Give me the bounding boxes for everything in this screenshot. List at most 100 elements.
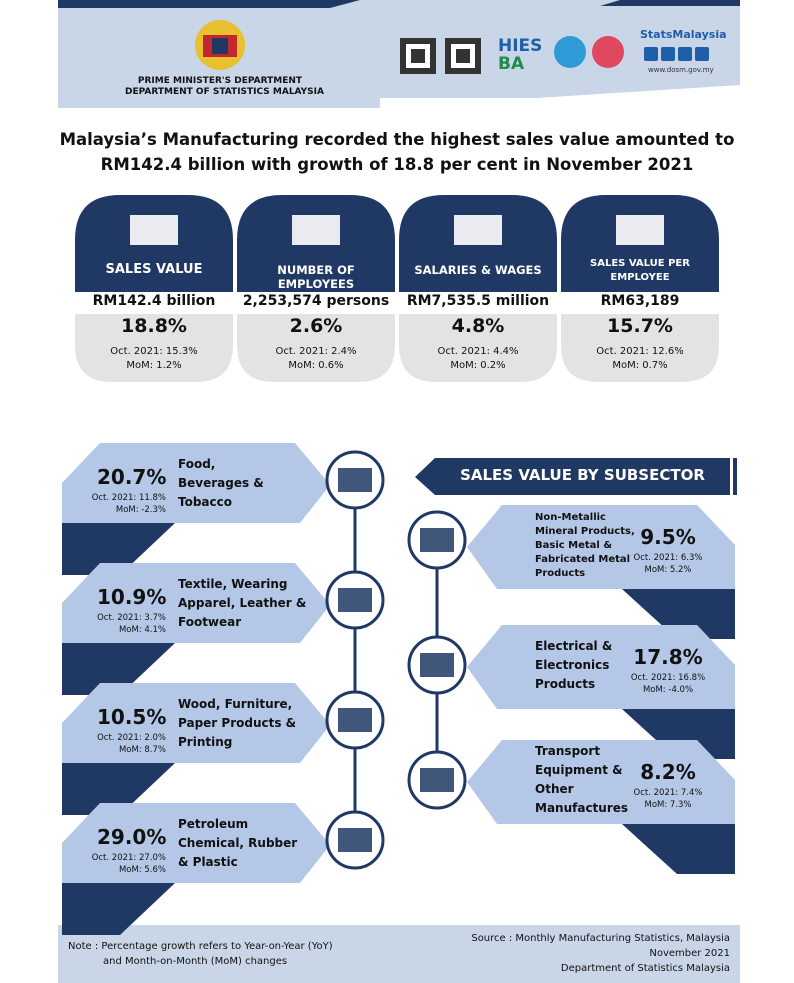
subsector-label: Paper Products & <box>178 716 297 730</box>
headline: Malaysia’s Manufacturing recorded the hi… <box>59 130 735 149</box>
card-icon <box>292 215 340 245</box>
section-title: SALES VALUE BY SUBSECTOR <box>460 466 705 484</box>
card-title: SALARIES & WAGES <box>414 263 542 277</box>
subsector-label: Basic Metal & <box>535 540 613 551</box>
chevron-shadow <box>62 523 175 575</box>
card-title: NUMBER OF EMPLOYEES <box>277 263 355 291</box>
subsector-label: Electronics <box>535 657 610 672</box>
chevron <box>62 443 330 523</box>
card-value: RM142.4 billion <box>92 293 216 309</box>
subsector-label: Transport <box>535 744 601 758</box>
icon-glyph <box>338 468 372 492</box>
subsector-label: Tobacco <box>178 495 232 509</box>
brand-name: StatsMalaysia <box>640 28 727 41</box>
card-growth: 15.7% <box>607 315 673 337</box>
subsector-label: Products <box>535 676 596 691</box>
subsector-growth: 9.5% <box>640 525 696 549</box>
subsector-label: Products <box>535 568 586 579</box>
subsector-oct: Oct. 2021: 7.4% <box>633 788 703 798</box>
card-mom: MoM: 0.2% <box>450 360 506 371</box>
value-band <box>561 292 719 314</box>
card-growth: 2.6% <box>289 315 343 337</box>
chevron-shadow <box>622 589 735 639</box>
card-mom: MoM: 1.2% <box>126 360 182 371</box>
card-growth: 18.8% <box>121 315 187 337</box>
value-band <box>399 292 557 314</box>
card-growth: 4.8% <box>451 315 505 337</box>
card-value: RM63,189 <box>600 293 680 309</box>
chevron-shadow <box>62 763 175 815</box>
subsector-label: Textile, Wearing <box>178 577 288 591</box>
department-name: PRIME MINISTER'S DEPARTMENT <box>137 76 303 86</box>
card-title: SALES VALUE <box>105 262 203 277</box>
source: November 2021 <box>649 948 730 959</box>
chevron <box>62 683 330 763</box>
subsector-oct: Oct. 2021: 16.8% <box>630 673 706 683</box>
chevron-shadow <box>622 709 735 759</box>
icon-glyph <box>420 528 454 552</box>
subsector-label: Mineral Products, <box>535 526 635 537</box>
card-title: SALES VALUE PER EMPLOYEE <box>590 258 690 283</box>
subsector-growth: 8.2% <box>640 760 696 784</box>
subsector-oct: Oct. 2021: 6.3% <box>633 553 703 563</box>
chevron <box>467 740 735 824</box>
card-icon <box>616 215 664 245</box>
source: Department of Statistics Malaysia <box>560 963 730 974</box>
subsector-growth: 20.7% <box>97 465 167 489</box>
subsector-growth: 10.5% <box>97 705 167 729</box>
footnote: Note : Percentage growth refers to Year-… <box>68 941 333 952</box>
card-mom: MoM: 0.6% <box>288 360 344 371</box>
subsector-label: Non-Metallic <box>535 512 606 523</box>
department-name: DEPARTMENT OF STATISTICS MALAYSIA <box>125 87 324 97</box>
icon-glyph <box>338 708 372 732</box>
footnote: and Month-on-Month (MoM) changes <box>103 956 288 967</box>
card-value: 2,253,574 persons <box>242 293 390 309</box>
card-oct: Oct. 2021: 4.4% <box>437 346 519 357</box>
subsector-label: Petroleum <box>178 817 249 831</box>
subsector-mom: MoM: 8.7% <box>118 745 166 755</box>
chevron <box>62 563 330 643</box>
subsector-mom: MoM: 7.3% <box>644 800 692 810</box>
subsector-label: Other <box>535 782 574 796</box>
chevron <box>467 505 735 589</box>
chevron <box>467 625 735 709</box>
subsector-label: Chemical, Rubber <box>178 836 298 850</box>
subsector-label: Electrical & <box>535 638 613 653</box>
website: www.dosm.gov.my <box>648 66 714 74</box>
subsector-label: Apparel, Leather & <box>178 596 307 610</box>
card-bottom <box>237 295 395 382</box>
value-band <box>237 292 395 314</box>
card-oct: Oct. 2021: 12.6% <box>596 346 684 357</box>
icon-glyph <box>420 653 454 677</box>
subsector-label: Manufactures <box>535 801 629 815</box>
card-value: RM7,535.5 million <box>406 293 550 309</box>
subsector-mom: MoM: 5.2% <box>644 565 692 575</box>
subsector-mom: MoM: 5.6% <box>118 865 166 875</box>
subsector-label: & Plastic <box>178 855 238 869</box>
source: Source : Monthly Manufacturing Statistic… <box>471 933 730 944</box>
card-mom: MoM: 0.7% <box>612 360 668 371</box>
card-oct: Oct. 2021: 2.4% <box>275 346 357 357</box>
icon-glyph <box>420 768 454 792</box>
card-icon <box>454 215 502 245</box>
survey-logo: BA <box>498 54 525 74</box>
subsector-label: Footwear <box>178 615 242 629</box>
subsector-label: Wood, Furniture, <box>178 697 293 711</box>
subsector-label: Fabricated Metal <box>535 554 631 565</box>
chevron-shadow <box>62 643 175 695</box>
icon-glyph <box>338 588 372 612</box>
subsector-oct: Oct. 2021: 11.8% <box>91 493 166 503</box>
card-bottom <box>399 295 557 382</box>
card-bottom <box>75 295 233 382</box>
chevron-shadow <box>62 883 175 935</box>
icon-glyph <box>338 828 372 852</box>
chevron-shadow <box>622 824 735 874</box>
subsector-oct: Oct. 2021: 2.0% <box>97 733 166 743</box>
subsector-label: Equipment & <box>535 763 623 777</box>
card-bottom <box>561 295 719 382</box>
value-band <box>75 292 233 314</box>
subsector-label: Food, <box>178 457 216 471</box>
subsector-label: Beverages & <box>178 476 264 490</box>
